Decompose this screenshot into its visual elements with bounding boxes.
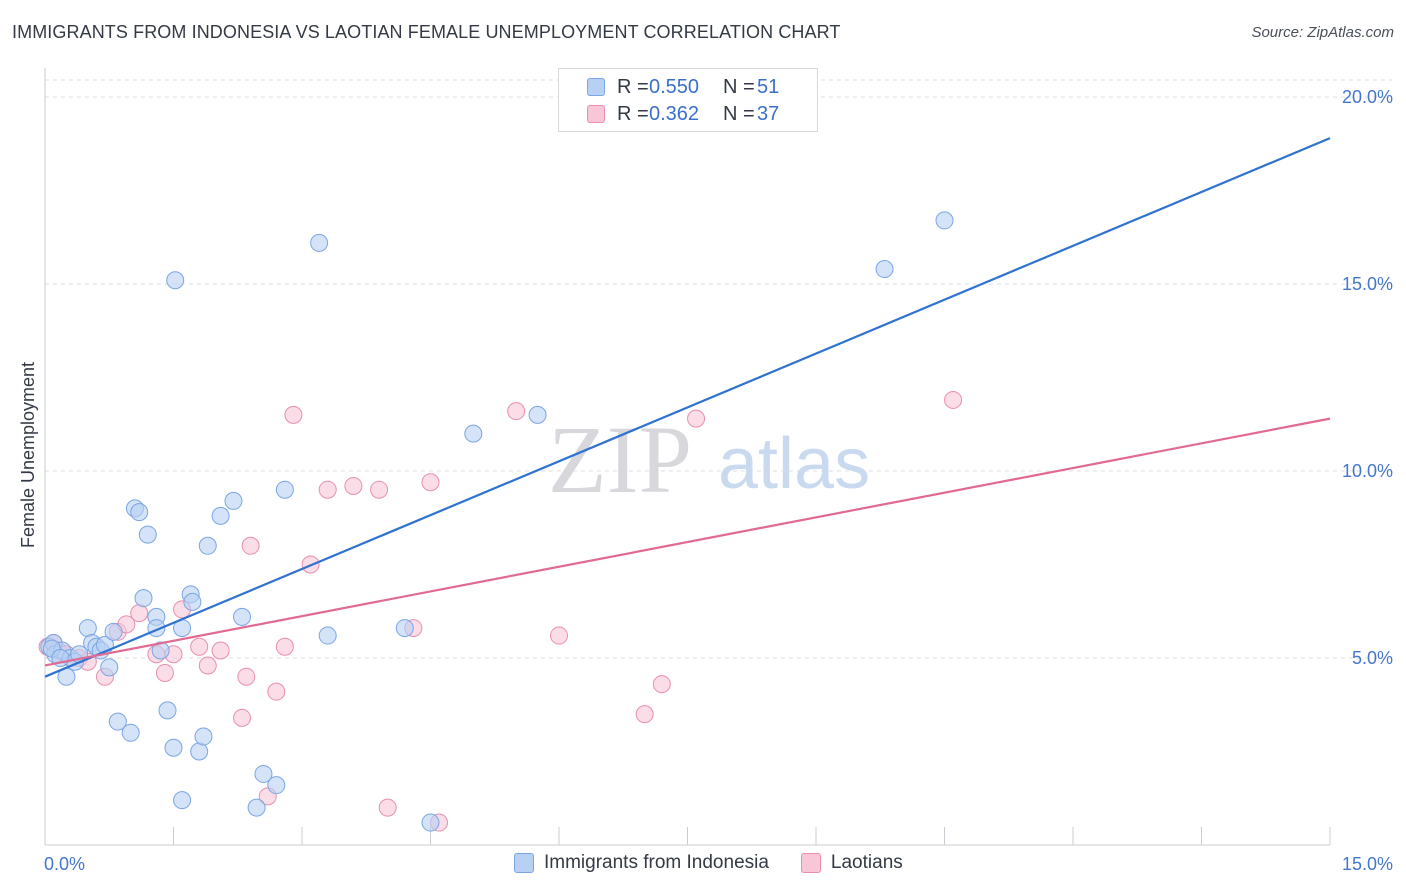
indonesia-point xyxy=(138,525,157,544)
indonesia-point xyxy=(275,480,294,499)
legend-n-value: 37 xyxy=(757,102,780,125)
indonesia-point xyxy=(395,619,414,638)
laotians-point xyxy=(190,637,209,656)
tick-labels: 5.0% 10.0% 15.0% 20.0% 0.0% 15.0% xyxy=(44,87,1393,874)
indonesia-point xyxy=(318,626,337,645)
indonesia-point xyxy=(224,491,243,510)
laotians-point xyxy=(421,473,440,492)
laotians-point xyxy=(130,604,149,623)
indonesia-point xyxy=(78,619,97,638)
indonesia-trend-line xyxy=(44,137,1331,678)
laotians-point xyxy=(687,409,706,428)
indonesia-point xyxy=(183,592,202,611)
legend-n-label: N = xyxy=(723,75,755,98)
laotians-point xyxy=(284,405,303,424)
laotians-point xyxy=(233,708,252,727)
indonesia-point xyxy=(151,641,170,660)
grid-lines xyxy=(45,79,1392,659)
laotians-point xyxy=(318,480,337,499)
series-legend: Immigrants from Indonesia Laotians xyxy=(514,852,935,874)
laotians-point xyxy=(344,476,363,495)
series-legend-laotians[interactable]: Laotians xyxy=(800,852,903,874)
laotians-point xyxy=(241,536,260,555)
indonesia-point xyxy=(108,712,127,731)
indonesia-point xyxy=(198,536,217,555)
y-axis-title: Female Unemployment xyxy=(18,362,38,548)
laotians-point xyxy=(652,675,671,694)
laotians-point xyxy=(550,626,568,645)
indonesia-point xyxy=(464,424,483,443)
laotians-point xyxy=(370,480,389,499)
indonesia-point xyxy=(164,738,183,757)
legend-row-indonesia: R = 0.550 N = 51 xyxy=(587,75,779,99)
indonesia-point xyxy=(166,271,185,290)
trend-lines xyxy=(44,137,1331,678)
series-swatch-pink xyxy=(800,853,821,873)
indonesia-point xyxy=(310,233,329,252)
chart-title: IMMIGRANTS FROM INDONESIA VS LAOTIAN FEM… xyxy=(12,22,841,42)
series-legend-indonesia[interactable]: Immigrants from Indonesia xyxy=(514,852,769,874)
indonesia-point xyxy=(935,211,954,230)
indonesia-point xyxy=(134,589,153,608)
indonesia-point xyxy=(173,791,192,810)
x-tick-label: 0.0% xyxy=(44,854,85,874)
legend-r-label: R = xyxy=(617,75,649,98)
axes xyxy=(44,68,1331,846)
indonesia-point xyxy=(194,727,213,746)
indonesia-point xyxy=(158,701,177,720)
legend-row-laotians: R = 0.362 N = 37 xyxy=(587,102,779,126)
indonesia-point xyxy=(130,503,149,522)
watermark-atlas: atlas xyxy=(718,424,870,504)
laotians-point xyxy=(267,682,286,701)
laotians-point xyxy=(275,637,294,656)
laotians-point xyxy=(155,663,174,682)
series-swatch-blue xyxy=(514,853,534,873)
indonesia-point xyxy=(247,798,266,817)
laotians-trend-line xyxy=(44,417,1331,667)
laotians-point xyxy=(635,705,654,724)
y-tick-label: 20.0% xyxy=(1342,87,1393,107)
indonesia-point xyxy=(233,607,252,626)
legend-r-label: R = xyxy=(617,102,649,125)
indonesia-point xyxy=(421,813,440,832)
correlation-legend: R = 0.550 N = 51 R = 0.362 N = 37 xyxy=(558,68,818,132)
legend-r-value: 0.362 xyxy=(649,102,700,125)
series-label-indonesia: Immigrants from Indonesia xyxy=(544,852,769,873)
indonesia-point xyxy=(190,742,209,761)
indonesia-point xyxy=(528,405,547,424)
y-tick-label: 10.0% xyxy=(1342,461,1393,481)
legend-swatch-blue xyxy=(587,78,605,96)
indonesia-point xyxy=(267,776,286,795)
laotians-point xyxy=(198,656,217,675)
legend-n-value: 51 xyxy=(757,75,780,98)
indonesia-point xyxy=(211,506,230,525)
indonesia-point xyxy=(100,658,119,677)
laotians-point xyxy=(944,390,963,409)
indonesia-point xyxy=(121,723,140,742)
legend-swatch-pink xyxy=(587,105,605,123)
watermark: ZIP atlas xyxy=(548,406,870,513)
laotians-point xyxy=(378,798,397,817)
laotians-point xyxy=(211,641,230,660)
y-tick-label: 5.0% xyxy=(1352,648,1393,668)
x-tick-label: 15.0% xyxy=(1342,854,1393,874)
laotians-point xyxy=(237,667,256,686)
legend-r-value: 0.550 xyxy=(649,75,700,98)
indonesia-point xyxy=(875,260,894,279)
indonesia-points xyxy=(40,211,954,832)
watermark-zip: ZIP xyxy=(548,406,692,513)
series-label-laotians: Laotians xyxy=(830,852,903,873)
source-label: Source: ZipAtlas.com xyxy=(1251,24,1394,41)
legend-n-label: N = xyxy=(723,102,755,125)
indonesia-point xyxy=(254,764,273,783)
indonesia-point xyxy=(104,622,123,641)
y-tick-label: 15.0% xyxy=(1342,274,1393,294)
laotians-point xyxy=(507,402,526,421)
